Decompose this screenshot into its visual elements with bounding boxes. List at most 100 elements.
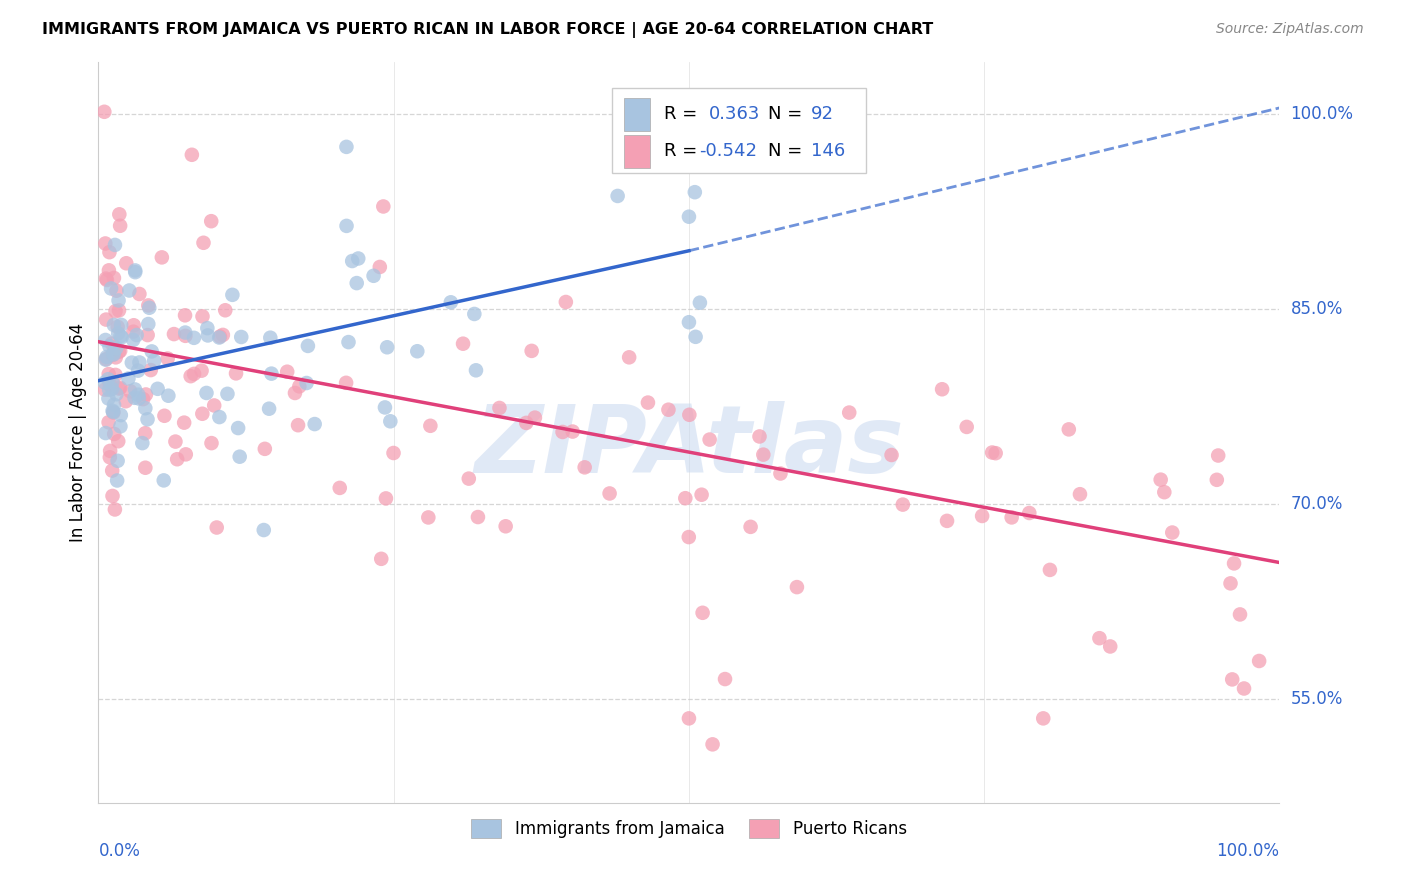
Point — [105, 284, 128, 298]
Point — [143, 353, 166, 368]
Point — [375, 340, 398, 354]
Point — [463, 307, 485, 321]
Point — [136, 412, 159, 426]
Point — [98, 339, 121, 353]
Point — [880, 448, 903, 462]
Point — [166, 452, 188, 467]
Point — [191, 407, 214, 421]
Point — [931, 382, 953, 396]
Point — [101, 348, 124, 362]
Point — [226, 421, 249, 435]
Point — [702, 737, 724, 751]
Point — [103, 405, 125, 419]
Point — [98, 450, 121, 465]
Point — [174, 326, 197, 340]
Point — [657, 402, 679, 417]
Point — [156, 351, 179, 366]
Point — [1018, 506, 1040, 520]
Point — [197, 328, 219, 343]
Point — [451, 336, 474, 351]
Point — [108, 381, 131, 395]
Point — [101, 375, 124, 389]
Point — [276, 365, 298, 379]
Point — [382, 446, 405, 460]
Point — [1206, 449, 1229, 463]
Point — [107, 293, 129, 308]
Point — [104, 304, 127, 318]
Point — [260, 367, 283, 381]
Point — [107, 344, 129, 359]
Point — [295, 376, 318, 390]
Point — [673, 491, 696, 506]
Text: R =: R = — [664, 143, 697, 161]
Point — [346, 276, 368, 290]
Point — [124, 383, 146, 397]
Point — [370, 551, 392, 566]
Point — [127, 364, 149, 378]
Point — [304, 417, 326, 431]
Point — [115, 256, 138, 270]
Point — [208, 329, 231, 343]
Point — [118, 284, 141, 298]
Point — [981, 445, 1004, 459]
Point — [193, 235, 215, 250]
Point — [748, 429, 770, 443]
Point — [373, 199, 395, 213]
Text: ZIPAtlas: ZIPAtlas — [474, 401, 904, 493]
Point — [104, 238, 127, 252]
Point — [214, 303, 236, 318]
Point — [163, 327, 186, 342]
Point — [683, 185, 706, 199]
Text: Source: ZipAtlas.com: Source: ZipAtlas.com — [1216, 22, 1364, 37]
Point — [94, 236, 117, 251]
Point — [637, 395, 659, 409]
Point — [105, 387, 128, 401]
Point — [554, 295, 576, 310]
Point — [174, 447, 197, 461]
Point — [110, 318, 132, 332]
Point — [574, 460, 596, 475]
Point — [191, 310, 214, 324]
Point — [202, 399, 225, 413]
Point — [94, 333, 117, 347]
Point — [678, 210, 700, 224]
Point — [1088, 631, 1111, 645]
Point — [94, 271, 117, 285]
Point — [122, 325, 145, 339]
Point — [419, 418, 441, 433]
Point — [180, 148, 202, 162]
Point — [347, 252, 370, 266]
Text: 70.0%: 70.0% — [1291, 495, 1343, 513]
Point — [752, 448, 775, 462]
Point — [195, 321, 218, 335]
Point — [107, 326, 129, 341]
Point — [134, 401, 156, 416]
Point — [1069, 487, 1091, 501]
Point — [363, 268, 385, 283]
Point — [157, 389, 180, 403]
Point — [94, 376, 117, 390]
Point — [617, 351, 640, 365]
Point — [105, 474, 128, 488]
Point — [101, 405, 124, 419]
Point — [769, 467, 792, 481]
Point — [108, 207, 131, 221]
Point — [465, 363, 488, 377]
Point — [146, 382, 169, 396]
Point — [561, 425, 583, 439]
Text: -0.542: -0.542 — [700, 143, 758, 161]
Point — [128, 355, 150, 369]
Point — [335, 219, 357, 233]
Point — [253, 523, 276, 537]
Point — [173, 416, 195, 430]
Text: 85.0%: 85.0% — [1291, 301, 1343, 318]
Point — [152, 474, 174, 488]
Point — [104, 351, 127, 365]
Point — [97, 392, 120, 406]
Text: R =: R = — [664, 105, 697, 123]
Point — [136, 328, 159, 343]
Point — [103, 346, 125, 360]
Point — [335, 140, 357, 154]
Point — [599, 486, 621, 500]
Point — [103, 398, 125, 412]
